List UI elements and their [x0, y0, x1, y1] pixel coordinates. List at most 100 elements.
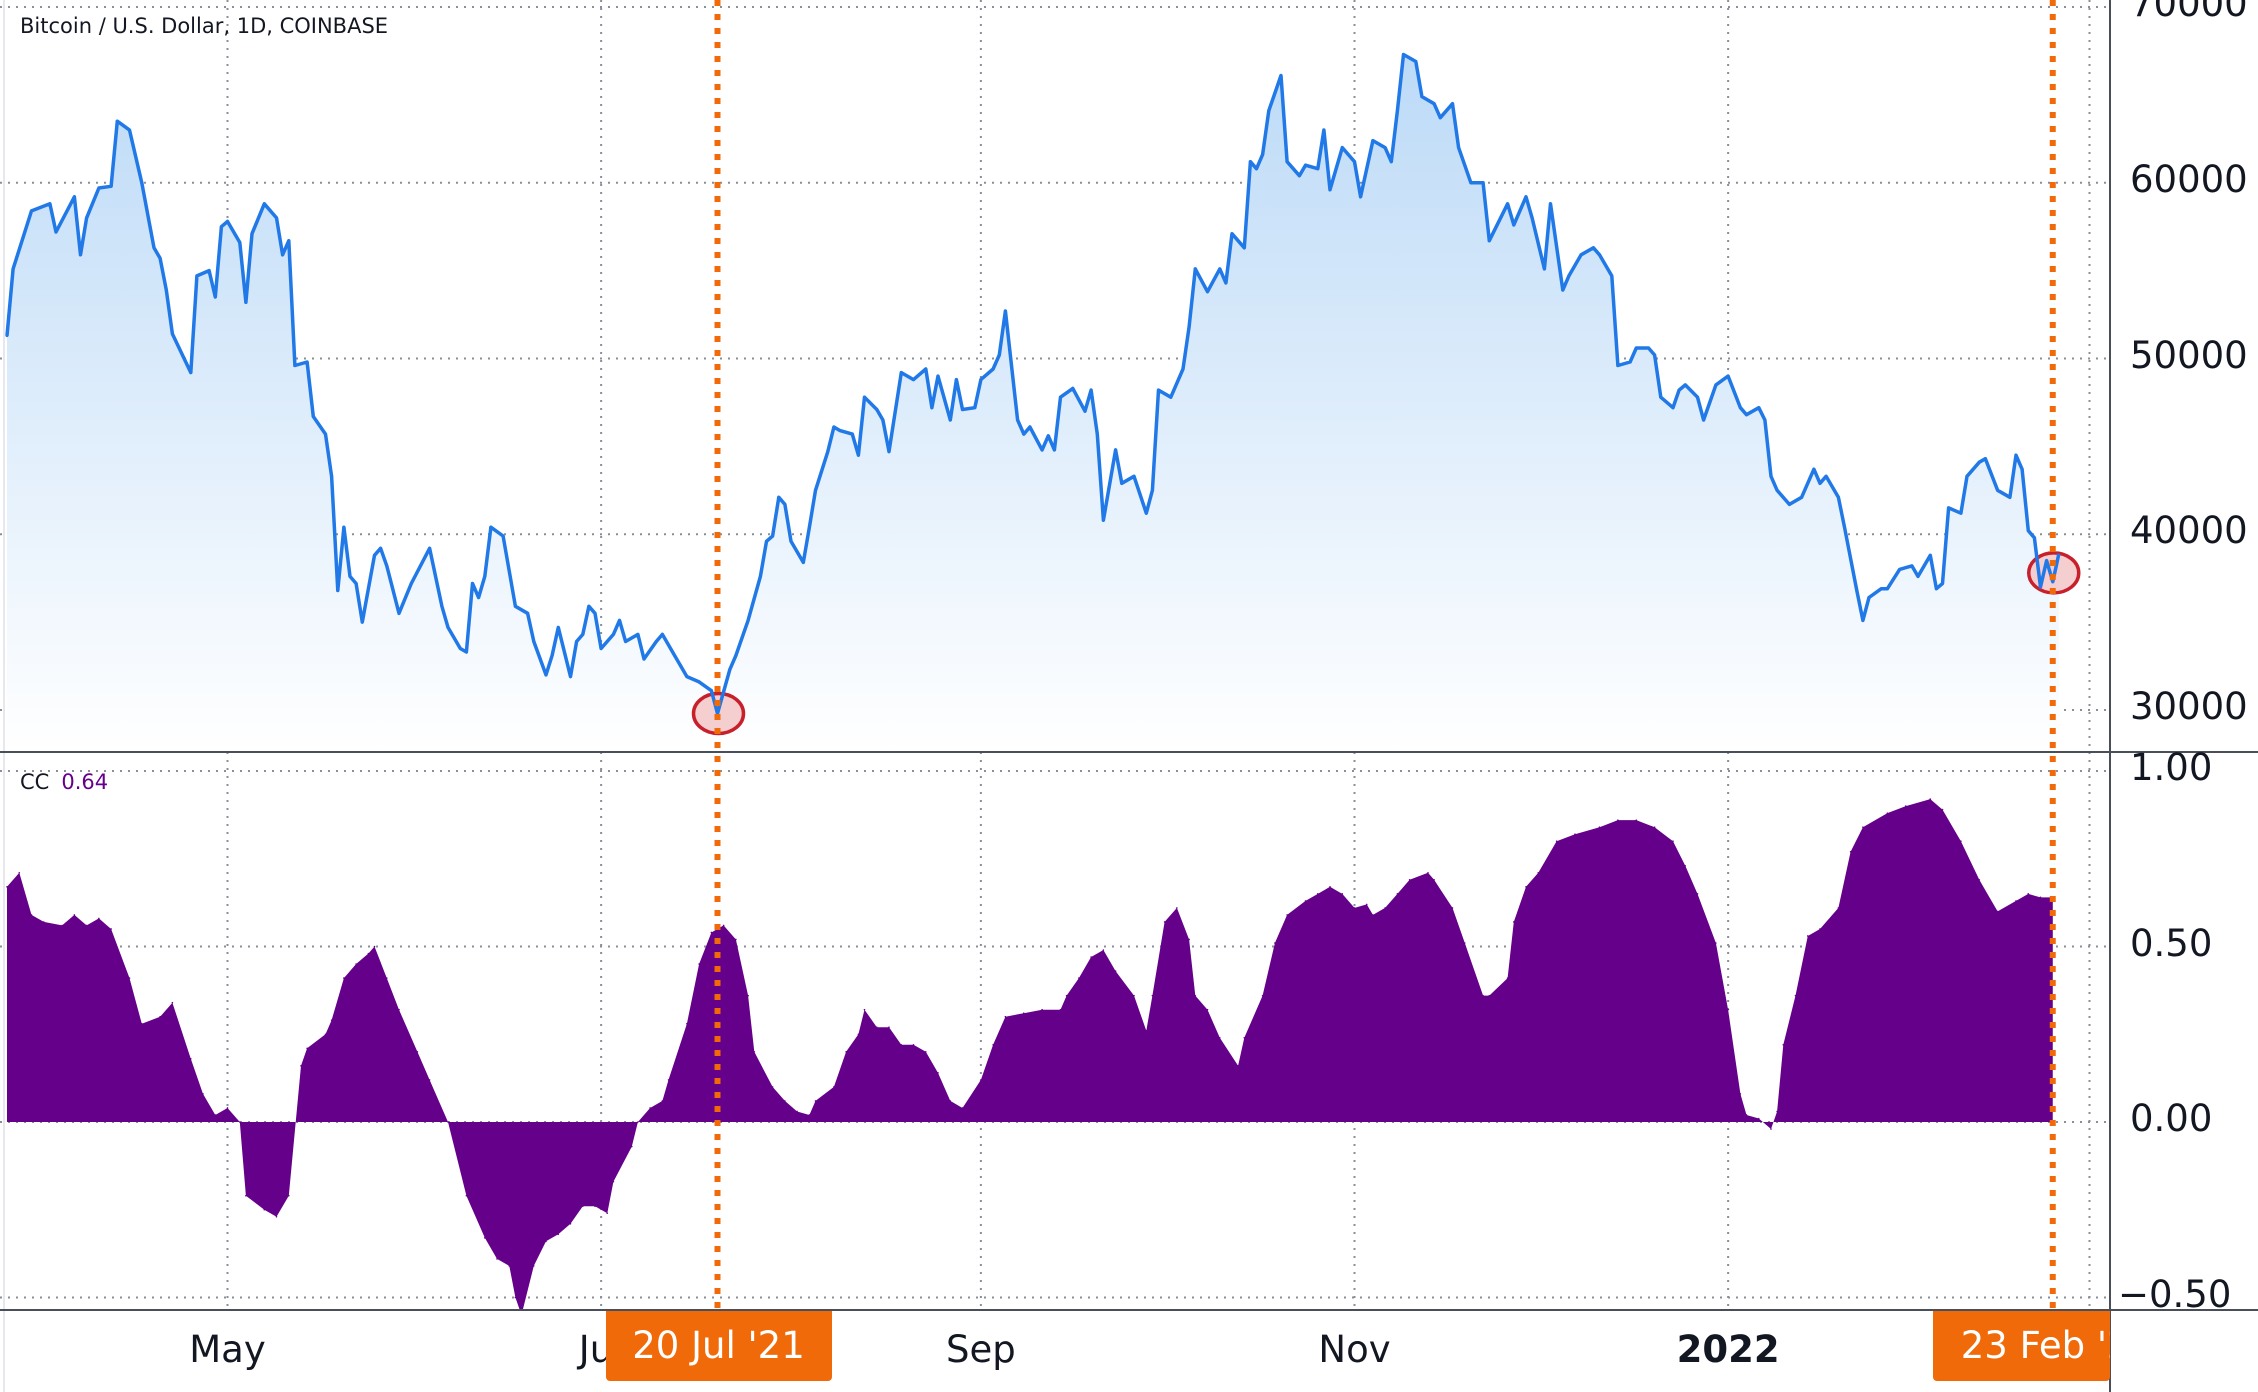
time-tick-label: Sep: [946, 1328, 1016, 1371]
cc-point: [1739, 1093, 1742, 1095]
cc-point: [1022, 1012, 1025, 1014]
cc-point: [735, 938, 737, 941]
cc-point: [306, 1047, 308, 1050]
cc-point: [784, 1100, 786, 1102]
cc-point: [1525, 886, 1527, 888]
price-tick-label: 50000: [2130, 333, 2248, 377]
cc-point: [202, 1093, 204, 1095]
cc-point: [140, 1022, 143, 1025]
cc-point: [1433, 879, 1435, 881]
cc-point: [1408, 879, 1411, 881]
cc-point: [1065, 994, 1068, 997]
cc-point: [1555, 840, 1558, 842]
cc-point: [18, 871, 21, 874]
cc-point: [1929, 798, 1932, 800]
cc-point: [1537, 871, 1540, 874]
cc-tick-label: −0.50: [2118, 1272, 2232, 1316]
cc-point: [1696, 893, 1699, 895]
cc-point: [1163, 921, 1166, 923]
cc-point: [1102, 949, 1105, 951]
cc-point: [159, 1015, 161, 1018]
cc-point: [514, 1296, 517, 1299]
cc-point: [1482, 994, 1484, 997]
cc-point: [483, 1237, 486, 1239]
cc-point: [1941, 808, 1944, 811]
cc-point: [1427, 871, 1429, 874]
cc-point: [1218, 1036, 1221, 1039]
cc-tick-label: 0.00: [2130, 1097, 2213, 1140]
cc-point: [61, 924, 63, 927]
cc-point: [1635, 819, 1638, 821]
cc-point: [532, 1265, 535, 1267]
cc-point: [373, 945, 376, 948]
cc-point: [447, 1121, 449, 1123]
time-tick-label: 2022: [1676, 1328, 1780, 1371]
cc-point: [1715, 942, 1717, 944]
cc-point: [1512, 921, 1515, 923]
cc-point: [1849, 850, 1852, 853]
cc-point: [1176, 907, 1178, 909]
cc-area[interactable]: [7, 799, 2053, 1315]
cc-point: [1574, 833, 1576, 835]
cc-point: [1274, 942, 1276, 944]
cc-point: [110, 928, 112, 930]
cc-point: [863, 1008, 866, 1011]
cc-point: [245, 1194, 247, 1197]
cc-point: [1978, 879, 1981, 881]
cc-point: [1237, 1065, 1239, 1067]
cc-point: [398, 1008, 400, 1011]
cc-point: [710, 931, 713, 934]
price-line[interactable]: [5, 52, 2061, 716]
cc-point: [1653, 826, 1656, 828]
cc-point: [465, 1194, 468, 1197]
cc-point: [275, 1215, 278, 1218]
cc-point: [496, 1258, 498, 1260]
cc-point: [508, 1265, 511, 1267]
time-tick-label: May: [189, 1328, 266, 1371]
cc-point: [686, 1022, 688, 1025]
cc-point: [1776, 1110, 1778, 1113]
price-pane: [5, 52, 2081, 752]
cc-point: [1145, 1029, 1148, 1032]
cc-tick-label: 1.00: [2130, 746, 2213, 789]
time-tick-label: Nov: [1318, 1328, 1391, 1371]
cc-point: [992, 1043, 994, 1046]
price-tick-label: 60000: [2130, 157, 2248, 201]
cc-point: [1133, 994, 1135, 997]
cc-point: [1745, 1114, 1748, 1116]
cc-point: [300, 1065, 302, 1067]
cc-point: [214, 1114, 217, 1116]
cc-point: [1329, 886, 1331, 888]
cc-point: [428, 1079, 431, 1081]
cc-point: [1837, 907, 1840, 909]
cc-point: [1243, 1036, 1246, 1039]
cc-point: [924, 1051, 927, 1053]
cc-point: [1194, 994, 1197, 997]
cc-point: [6, 886, 8, 888]
cc-point: [661, 1100, 664, 1102]
cc-point: [900, 1043, 903, 1046]
cc-point: [73, 914, 76, 916]
cc-point: [1727, 1008, 1729, 1011]
cc-point: [1488, 994, 1491, 997]
cc-point: [667, 1079, 670, 1081]
cc-point: [1206, 1008, 1209, 1011]
cc-point: [771, 1086, 774, 1088]
cc-point: [1672, 840, 1674, 842]
cc-point: [416, 1051, 419, 1053]
cc-point: [189, 1058, 192, 1060]
cc-point: [171, 1001, 174, 1004]
cc-legend[interactable]: CC 0.64: [20, 770, 108, 794]
cc-point: [226, 1107, 229, 1109]
cc-point: [263, 1208, 266, 1211]
cc-point: [594, 1205, 596, 1208]
cc-point: [1598, 826, 1601, 828]
cc-point: [875, 1026, 878, 1029]
cc-legend-value: 0.64: [61, 770, 109, 794]
cc-point: [612, 1180, 615, 1183]
cc-point: [238, 1121, 241, 1123]
cc-point: [1078, 977, 1080, 979]
cc-point: [1384, 907, 1386, 909]
cc-point: [85, 924, 88, 927]
cc-point: [1996, 910, 1999, 913]
